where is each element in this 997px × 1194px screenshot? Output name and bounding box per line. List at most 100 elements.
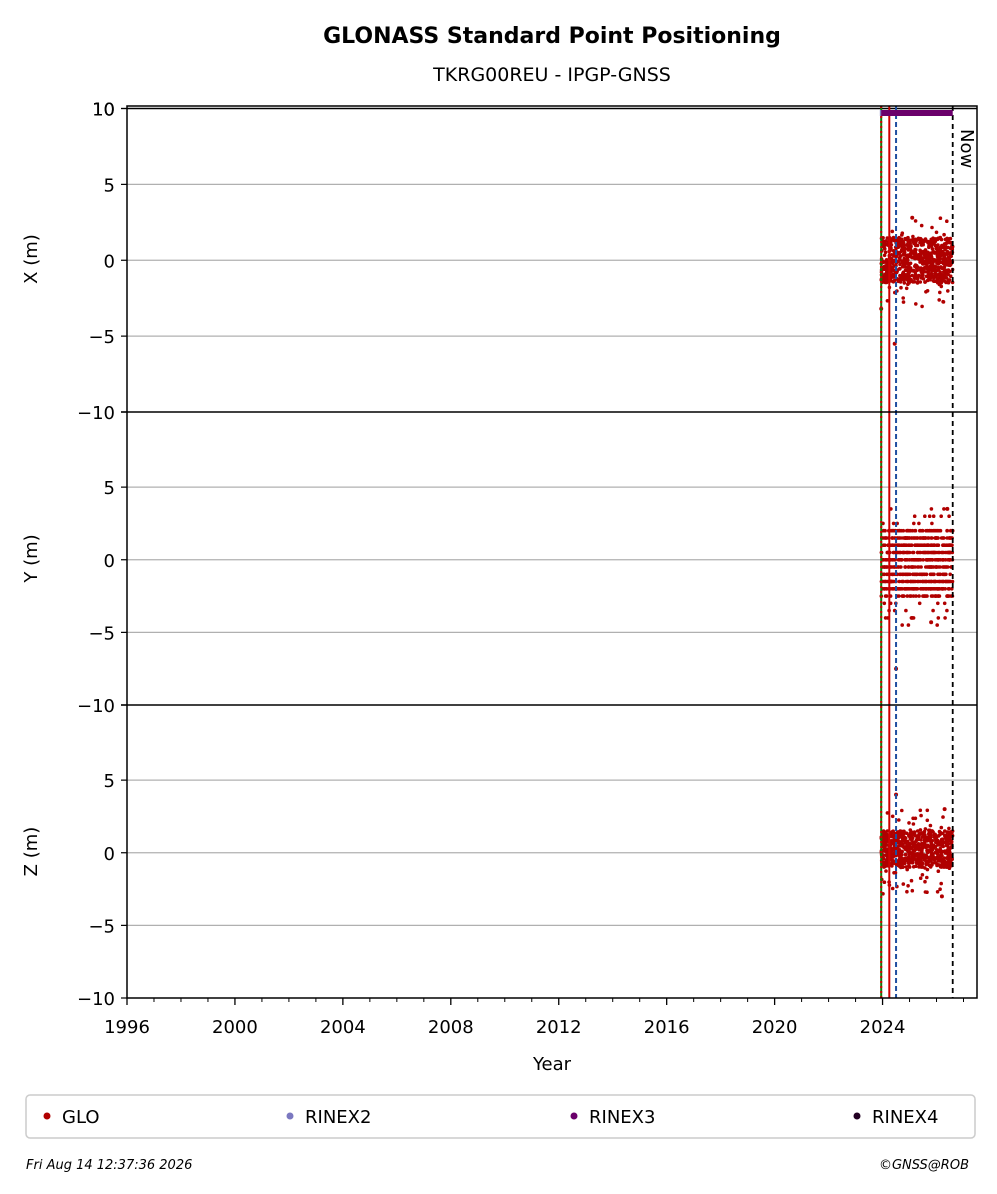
data-point (910, 830, 915, 835)
data-point (923, 265, 927, 270)
data-point (901, 835, 906, 840)
data-point (906, 253, 911, 257)
data-point (902, 259, 906, 264)
data-point (947, 536, 952, 540)
data-point (899, 237, 904, 241)
footer-timestamp: Fri Aug 14 12:37:36 2026 (26, 1158, 192, 1173)
data-point (947, 514, 951, 518)
data-point (881, 829, 886, 833)
data-point (921, 262, 925, 266)
data-point (929, 587, 934, 591)
data-point (940, 550, 945, 555)
data-point (944, 840, 948, 845)
data-point (926, 565, 931, 569)
data-point (906, 565, 911, 569)
data-point (938, 216, 943, 220)
data-point (938, 579, 942, 584)
data-point (890, 572, 895, 577)
data-point (891, 280, 896, 284)
data-point (882, 880, 887, 884)
data-point (890, 536, 895, 540)
data-point (928, 835, 932, 840)
data-point (911, 852, 915, 856)
data-point (950, 831, 954, 836)
data-point (928, 264, 933, 268)
now-label: Now (956, 129, 977, 168)
data-point (905, 867, 909, 872)
data-point (946, 857, 951, 861)
data-point-outlier (942, 807, 947, 812)
data-point (911, 859, 915, 863)
plot-frame (126, 105, 978, 999)
data-point (897, 594, 901, 598)
data-point (918, 558, 923, 562)
data-point-outlier (939, 894, 944, 899)
data-point (917, 572, 922, 577)
footer-copyright: ©GNSS@ROB (879, 1158, 969, 1173)
data-point (909, 846, 914, 851)
data-point (883, 247, 887, 251)
data-point (919, 813, 923, 818)
data-point (909, 565, 913, 569)
data-point (933, 258, 938, 262)
data-point (935, 863, 939, 868)
data-point (897, 579, 902, 584)
data-point (894, 863, 899, 867)
data-point (936, 843, 940, 847)
data-point (943, 262, 947, 266)
data-point (943, 616, 947, 620)
data-point (898, 257, 902, 262)
y-axis-label: Z (m) (21, 827, 42, 877)
x-tick-label: 2020 (752, 1017, 798, 1038)
data-point (883, 594, 888, 598)
data-point (884, 587, 889, 591)
data-point (946, 579, 950, 584)
data-point (934, 274, 938, 278)
x-axis-label: Year (532, 1054, 572, 1075)
data-point (934, 246, 938, 251)
data-point (903, 277, 907, 281)
data-point (935, 543, 940, 547)
data-point (939, 837, 944, 842)
data-point (883, 616, 888, 620)
data-point (901, 572, 906, 577)
data-point (922, 835, 926, 839)
chart-subtitle: TKRG00REU - IPGP-GNSS (432, 64, 671, 86)
data-point (890, 558, 895, 562)
data-point (938, 528, 942, 533)
data-point (929, 550, 933, 555)
data-point (902, 264, 907, 268)
data-point (928, 528, 932, 533)
data-point (941, 300, 946, 304)
data-point (943, 558, 948, 562)
data-point (910, 888, 915, 893)
data-point (926, 550, 930, 555)
data-point (885, 811, 890, 815)
legend-label-rinex3: RINEX3 (589, 1107, 655, 1128)
data-point (948, 550, 953, 555)
data-point (946, 852, 950, 857)
data-point (942, 232, 946, 237)
data-point (935, 237, 940, 242)
data-point (933, 536, 938, 540)
data-point (946, 250, 951, 255)
data-point (891, 587, 895, 591)
data-point (949, 254, 953, 259)
data-point (920, 873, 925, 877)
data-point (917, 860, 922, 865)
data-point (941, 259, 946, 264)
data-point (948, 274, 953, 279)
data-point (922, 550, 926, 555)
y-tick-label: 5 (104, 175, 115, 196)
data-point (883, 849, 888, 853)
data-point (947, 259, 951, 264)
data-point (930, 242, 935, 246)
data-point (928, 823, 933, 828)
data-point (911, 816, 915, 821)
data-point (890, 864, 894, 868)
data-point (913, 263, 918, 267)
data-point (934, 594, 938, 598)
data-point (911, 616, 916, 620)
data-point (902, 281, 907, 285)
